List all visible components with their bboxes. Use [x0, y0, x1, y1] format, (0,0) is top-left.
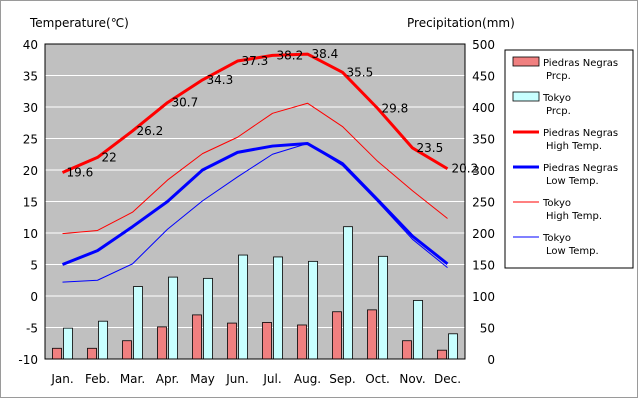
left-tick-label: 25 — [23, 133, 38, 147]
left-axis-title: Temperature(℃) — [29, 16, 129, 30]
precip-bar — [343, 226, 353, 360]
temp-line-thick — [61, 142, 449, 266]
right-axis-title: Precipitation(mm) — [407, 16, 515, 30]
plot-border — [44, 43, 466, 360]
legend-label: High Temp. — [546, 141, 602, 152]
legend-label: Tokyo — [542, 233, 571, 244]
legend-label: Piedras Negras — [543, 58, 618, 69]
precip-bar — [203, 277, 213, 360]
left-tick-label: -10 — [18, 353, 38, 367]
data-label: 35.5 — [347, 65, 374, 79]
right-tick-label: 150 — [472, 259, 495, 273]
data-label: 38.2 — [277, 48, 304, 62]
legend-label: Prcp. — [546, 71, 571, 82]
precip-bar — [413, 300, 423, 360]
precip-bar — [448, 333, 458, 360]
legend-label: Piedras Negras — [543, 128, 618, 139]
data-label: 23.5 — [417, 141, 444, 155]
precip-bar — [402, 340, 412, 360]
right-tick-label: 500 — [472, 38, 495, 52]
precip-bar — [437, 349, 447, 360]
legend-box — [504, 49, 634, 269]
left-tick-label: -5 — [26, 322, 38, 336]
x-tick-label: Aug. — [294, 372, 321, 386]
x-tick-label: Jun. — [225, 372, 249, 386]
precip-bar — [133, 286, 143, 360]
precip-bar — [297, 324, 307, 360]
right-tick-label: 200 — [472, 227, 495, 241]
x-tick-label: Sep. — [329, 372, 355, 386]
right-tick-label: 100 — [472, 290, 495, 304]
legend-label: Low Temp. — [546, 246, 599, 257]
precip-bar — [227, 322, 237, 360]
data-label: 26.2 — [137, 124, 164, 138]
left-tick-label: 5 — [30, 259, 38, 273]
legend-label: Piedras Negras — [543, 163, 618, 174]
left-tick-label: 20 — [23, 164, 38, 178]
right-tick-label: 300 — [472, 164, 495, 178]
precip-bar — [157, 326, 167, 360]
data-label: 30.7 — [172, 96, 199, 110]
precip-bar — [63, 327, 73, 360]
x-tick-label: Jan. — [50, 372, 73, 386]
precip-bar — [98, 320, 108, 360]
data-label: 34.3 — [207, 73, 234, 87]
data-label: 22 — [102, 150, 117, 164]
precip-bar — [192, 314, 202, 360]
legend: Piedras Negras Prcp. Tokyo Prcp. Piedras Neg… — [504, 49, 634, 269]
precip-bar — [273, 256, 283, 360]
precip-bar — [122, 340, 132, 360]
right-tick-label: 0 — [487, 353, 495, 367]
left-tick-label: 35 — [23, 70, 38, 84]
right-tick-label: 450 — [472, 70, 495, 84]
left-tick-label: 10 — [23, 227, 38, 241]
temp-line-thin — [62, 102, 448, 235]
legend-label: Tokyo — [542, 198, 571, 209]
left-tick-label: 30 — [23, 101, 38, 115]
left-tick-label: 40 — [23, 38, 38, 52]
precip-bar — [332, 311, 342, 360]
left-tick-label: 15 — [23, 196, 38, 210]
temp-line-thick — [61, 52, 449, 174]
right-tick-label: 350 — [472, 133, 495, 147]
legend-swatch — [512, 56, 540, 67]
x-tick-label: Apr. — [156, 372, 179, 386]
data-label: 38.4 — [312, 47, 339, 61]
x-tick-label: Feb. — [85, 372, 110, 386]
precip-bar — [367, 309, 377, 360]
legend-label: Prcp. — [546, 106, 571, 117]
precip-bar — [308, 260, 318, 360]
data-label: 29.8 — [382, 101, 409, 115]
legend-label: Tokyo — [542, 93, 571, 104]
left-tick-label: 0 — [30, 290, 38, 304]
data-label: 19.6 — [67, 166, 94, 180]
precip-bar — [262, 322, 272, 360]
right-tick-label: 50 — [480, 322, 495, 336]
legend-swatch — [512, 91, 540, 102]
legend-label: Low Temp. — [546, 176, 599, 187]
x-tick-label: Dec. — [434, 372, 461, 386]
right-tick-label: 250 — [472, 196, 495, 210]
precip-bar — [87, 347, 97, 360]
legend-label: High Temp. — [546, 211, 602, 222]
right-tick-label: 400 — [472, 101, 495, 115]
x-tick-label: Jul. — [262, 372, 281, 386]
x-tick-label: Mar. — [120, 372, 145, 386]
precip-bar — [238, 254, 248, 360]
x-tick-label: Oct. — [365, 372, 390, 386]
precip-bar — [378, 255, 388, 360]
x-tick-label: May — [190, 372, 215, 386]
precip-bar — [52, 347, 62, 360]
x-tick-label: Nov. — [399, 372, 425, 386]
data-label: 37.3 — [242, 54, 269, 68]
precip-bar — [168, 276, 178, 360]
